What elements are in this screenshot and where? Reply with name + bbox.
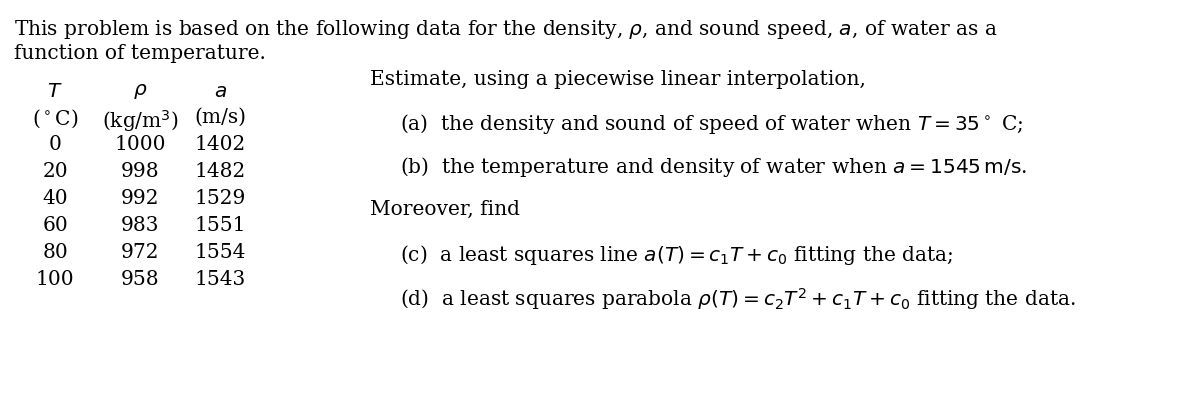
Text: 80: 80 [42, 242, 68, 261]
Text: 60: 60 [42, 216, 68, 235]
Text: 1000: 1000 [114, 135, 166, 154]
Text: (kg/m$^3$): (kg/m$^3$) [102, 108, 179, 133]
Text: Estimate, using a piecewise linear interpolation,: Estimate, using a piecewise linear inter… [370, 70, 866, 89]
Text: $\rho$: $\rho$ [133, 82, 148, 101]
Text: (m/s): (m/s) [194, 108, 246, 127]
Text: $a$: $a$ [214, 82, 227, 101]
Text: Moreover, find: Moreover, find [370, 199, 520, 218]
Text: 1529: 1529 [194, 189, 246, 207]
Text: function of temperature.: function of temperature. [14, 44, 266, 63]
Text: ($^\circ$C): ($^\circ$C) [31, 108, 78, 130]
Text: 100: 100 [36, 269, 74, 288]
Text: 1554: 1554 [194, 242, 246, 261]
Text: 992: 992 [121, 189, 160, 207]
Text: 972: 972 [121, 242, 160, 261]
Text: 1482: 1482 [194, 161, 246, 180]
Text: 998: 998 [121, 161, 160, 180]
Text: (a)  the density and sound of speed of water when $T = 35^\circ$ C;: (a) the density and sound of speed of wa… [400, 112, 1024, 136]
Text: 40: 40 [42, 189, 68, 207]
Text: 983: 983 [121, 216, 160, 235]
Text: 1551: 1551 [194, 216, 246, 235]
Text: 0: 0 [48, 135, 61, 154]
Text: This problem is based on the following data for the density, $\rho$, and sound s: This problem is based on the following d… [14, 18, 997, 41]
Text: 1543: 1543 [194, 269, 246, 288]
Text: $T$: $T$ [47, 82, 62, 101]
Text: (c)  a least squares line $a(T) = c_1 T + c_0$ fitting the data;: (c) a least squares line $a(T) = c_1 T +… [400, 242, 953, 266]
Text: 958: 958 [121, 269, 160, 288]
Text: (b)  the temperature and density of water when $a = 1545\,\mathrm{m/s}$.: (b) the temperature and density of water… [400, 154, 1027, 178]
Text: 20: 20 [42, 161, 68, 180]
Text: 1402: 1402 [194, 135, 246, 154]
Text: (d)  a least squares parabola $\rho(T) = c_2 T^2 + c_1 T + c_0$ fitting the data: (d) a least squares parabola $\rho(T) = … [400, 285, 1075, 311]
